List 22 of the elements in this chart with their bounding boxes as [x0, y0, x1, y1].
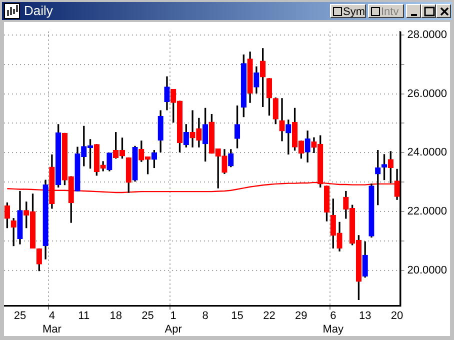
y-tick-label: 24.0000: [407, 146, 448, 159]
x-tick-label: 29: [295, 310, 308, 322]
x-tick-label: 25: [142, 310, 154, 322]
y-tick-label: 22.0000: [407, 206, 448, 218]
x-tick-label: 4 Mar: [42, 310, 62, 336]
x-tick-label: 11: [78, 310, 90, 322]
x-tick-label: 22: [263, 310, 276, 322]
y-tick-label: 20.0000: [407, 264, 448, 277]
checkbox-button: Intv: [368, 4, 404, 18]
x-tick-label: 18: [110, 310, 122, 322]
chart-title: Daily: [24, 3, 53, 19]
checkbox-button: Sym: [330, 4, 366, 18]
x-tick-label: 20: [390, 310, 404, 322]
candlestick: [279, 98, 285, 142]
x-tick-label: 6 May: [322, 310, 344, 336]
x-tick-label: 13: [358, 310, 372, 322]
x-tick-label: 1 Apr: [164, 310, 182, 336]
y-tick-label: 26.0000: [407, 88, 448, 100]
y-tick-label: 28.0000: [407, 28, 448, 41]
x-tick-label: 15: [231, 310, 244, 322]
x-tick-label: 25: [14, 310, 26, 322]
x-tick-label: 8: [202, 310, 208, 322]
